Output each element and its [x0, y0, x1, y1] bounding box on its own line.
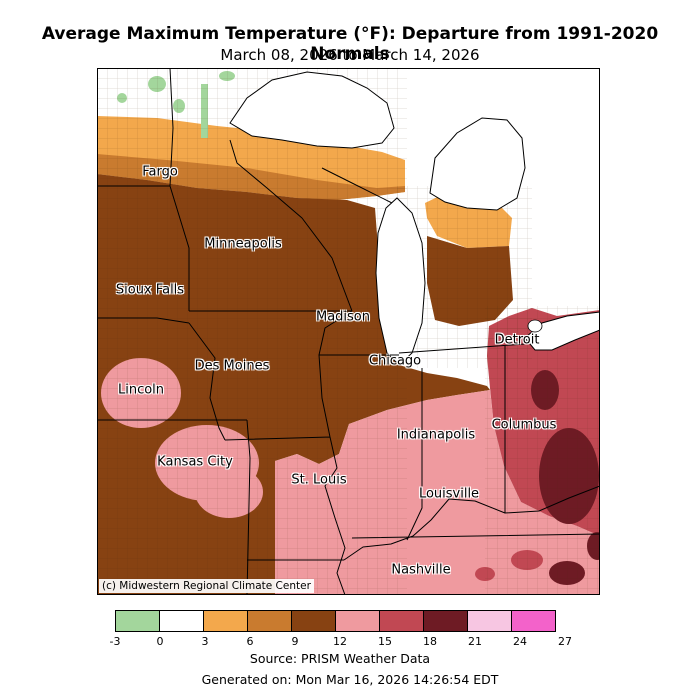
colorbar-tick: 12 [333, 635, 347, 648]
city-label-detroit: Detroit [494, 332, 540, 348]
colorbar-tick: 27 [558, 635, 572, 648]
colorbar-cell [203, 610, 248, 632]
city-label-indianapolis: Indianapolis [396, 427, 476, 443]
colorbar-cell [423, 610, 468, 632]
map-frame [97, 68, 600, 595]
colorbar-tick: 15 [378, 635, 392, 648]
county-texture-west [97, 68, 407, 595]
city-label-des-moines: Des Moines [194, 358, 270, 374]
colorbar-cell [115, 610, 160, 632]
colorbar: -3 0 3 6 9 12 15 18 21 24 27 [110, 610, 572, 652]
temperature-departure-map: Fargo Minneapolis Sioux Falls Madison De… [97, 68, 600, 595]
colorbar-cell [511, 610, 556, 632]
city-label-louisville: Louisville [418, 486, 480, 502]
city-label-madison: Madison [315, 309, 371, 325]
map-svg [97, 68, 600, 595]
city-label-fargo: Fargo [142, 164, 178, 180]
colorbar-tick: 18 [423, 635, 437, 648]
colorbar-tick: 21 [468, 635, 482, 648]
city-label-columbus: Columbus [491, 417, 557, 433]
city-label-lincoln: Lincoln [117, 382, 165, 398]
city-label-nashville: Nashville [391, 562, 451, 578]
city-label-minneapolis: Minneapolis [204, 236, 282, 252]
city-label-kansas-city: Kansas City [157, 454, 233, 470]
colorbar-tick: 3 [201, 635, 209, 648]
colorbar-cell [467, 610, 512, 632]
map-credit: (c) Midwestern Regional Climate Center [99, 579, 314, 593]
city-label-chicago: Chicago [368, 353, 422, 369]
colorbar-cells [115, 610, 565, 632]
source-text: Source: PRISM Weather Data [249, 651, 431, 666]
date-range-subtitle: March 08, 2026 to March 14, 2026 [220, 46, 480, 64]
lake-michigan [375, 197, 426, 366]
colorbar-tick: 6 [246, 635, 254, 648]
colorbar-tick: 24 [513, 635, 527, 648]
colorbar-cell [159, 610, 204, 632]
generated-timestamp: Generated on: Mon Mar 16, 2026 14:26:54 … [201, 672, 499, 687]
city-label-sioux-falls: Sioux Falls [115, 282, 185, 298]
colorbar-cell [247, 610, 292, 632]
page-title: Average Maximum Temperature (°F): Depart… [41, 24, 659, 64]
colorbar-tick: -3 [109, 635, 121, 648]
county-texture-east [485, 306, 600, 595]
colorbar-tick: 9 [291, 635, 299, 648]
colorbar-tick: 0 [156, 635, 164, 648]
colorbar-cell [379, 610, 424, 632]
colorbar-cell [291, 610, 336, 632]
lake-superior [229, 71, 395, 149]
lake-huron [429, 117, 526, 211]
state-borders [97, 68, 600, 595]
colorbar-cell [335, 610, 380, 632]
lake-st-clair [527, 319, 543, 333]
lake-erie [524, 311, 600, 351]
city-label-st-louis: St. Louis [291, 472, 347, 488]
